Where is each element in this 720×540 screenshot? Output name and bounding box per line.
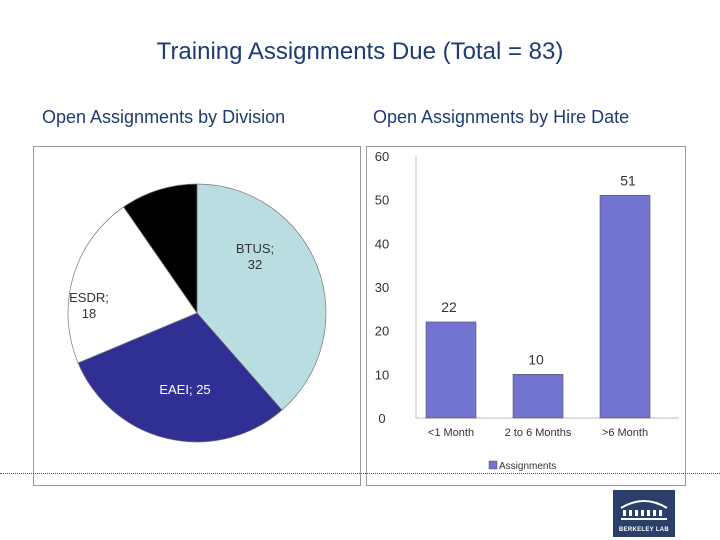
pie-slice-other — [123, 183, 198, 315]
pie-chart-panel: BTUS; 32 EAEI; 25 ESDR; 18 — [33, 146, 361, 486]
pie-label-btus: BTUS; 32 — [236, 241, 274, 272]
x-tick-label: 2 to 6 Months — [505, 427, 572, 439]
legend-label: Assignments — [499, 461, 556, 472]
pie-label-esdr: ESDR; 18 — [69, 290, 109, 321]
pie-chart: BTUS; 32 EAEI; 25 ESDR; 18 — [67, 183, 327, 443]
bar-data-label: 22 — [441, 299, 457, 315]
bar-1 — [512, 374, 564, 419]
bar-data-label: 51 — [620, 172, 636, 188]
pie-slice-eaei — [77, 312, 283, 443]
dotted-divider — [0, 473, 720, 474]
bar-chart-panel: 0 10 20 30 40 50 60 22 <1 Month 10 2 to 6 Months 51… — [366, 146, 686, 486]
bar-0 — [425, 321, 477, 419]
x-tick-label: >6 Month — [602, 427, 648, 439]
y-tick-label: 10 — [375, 367, 389, 382]
y-tick-label: 50 — [375, 193, 389, 208]
bar-chart-title: Open Assignments by Hire Date — [373, 107, 630, 127]
page-title: Training Assignments Due (Total = 83) — [156, 38, 564, 65]
bar-2 — [599, 194, 651, 419]
bar-chart: 0 10 20 30 40 50 60 22 <1 Month 10 2 to 6 Months 51… — [375, 149, 679, 472]
y-tick-label: 20 — [375, 324, 389, 339]
y-tick-label: 0 — [378, 411, 385, 426]
berkeley-lab-logo: BERKELEY LAB — [613, 490, 675, 537]
y-tick-label: 60 — [375, 149, 389, 164]
logo-text: BERKELEY LAB — [618, 527, 670, 533]
pie-chart-title: Open Assignments by Division — [42, 107, 286, 127]
pie-slice-btus — [196, 183, 327, 411]
x-tick-label: <1 Month — [428, 427, 474, 439]
bar-data-label: 10 — [528, 351, 544, 367]
pie-label-eaei: EAEI; 25 — [159, 382, 210, 397]
y-tick-label: 30 — [375, 280, 389, 295]
legend-swatch — [488, 460, 498, 470]
y-tick-label: 40 — [375, 236, 389, 251]
pie-slice-esdr — [67, 206, 198, 364]
